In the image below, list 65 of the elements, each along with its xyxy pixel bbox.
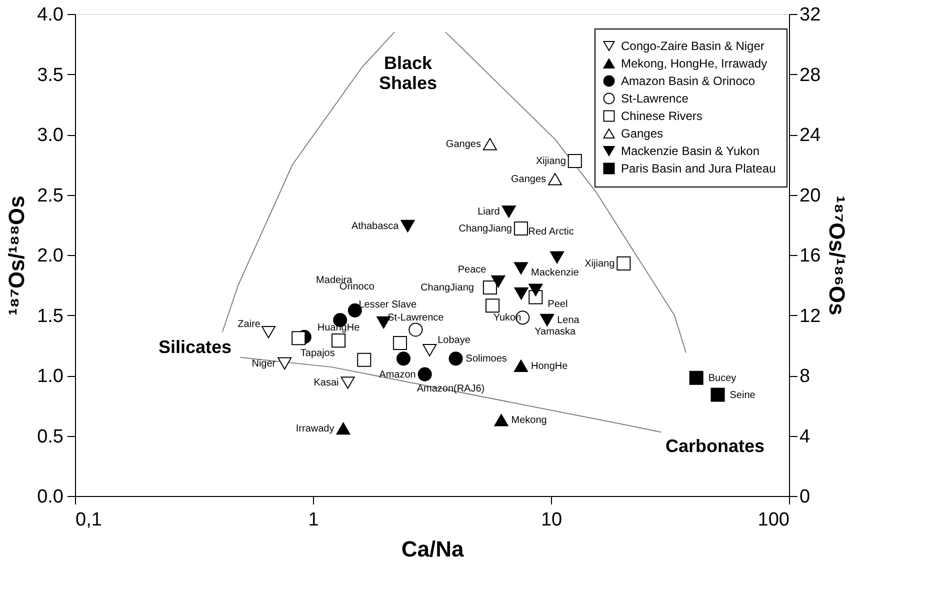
x-tick-label: 100: [758, 510, 790, 530]
y-tick-label: 0.5: [37, 426, 64, 448]
data-label: Xijiang: [584, 258, 615, 270]
x-tick-label: 0,1: [76, 510, 102, 530]
y-tick-label: 3.0: [37, 125, 64, 146]
data-label: Athabasca: [351, 221, 400, 232]
annotation: Carbonates: [665, 436, 765, 456]
y2-tick-label: 16: [800, 246, 821, 266]
legend-label: Ganges: [621, 126, 664, 140]
data-label: Lobaye: [438, 335, 471, 346]
data-label: Mackenzie: [530, 267, 580, 278]
data-label: Kasai: [314, 378, 339, 389]
data-label: Liard: [478, 206, 500, 218]
data-label: Niger: [252, 358, 276, 370]
y2-tick-label: 20: [800, 185, 821, 206]
data-label: Solimoes: [466, 354, 507, 365]
data-label: Ganges: [446, 139, 481, 150]
y-tick-label: 1.0: [37, 366, 64, 387]
y-tick-label: 4.0: [37, 4, 64, 26]
legend-label: Congo-Zaire Basin & Niger: [621, 39, 764, 53]
data-label: Peel: [548, 298, 568, 310]
x-tick-label: 10: [540, 510, 562, 530]
legend-label: Chinese Rivers: [621, 109, 702, 123]
data-label: Amazon(RAJ6): [416, 383, 485, 394]
y2-tick-label: 0: [800, 486, 810, 508]
data-label: Lena: [557, 315, 580, 326]
data-label: Yamaska: [534, 326, 576, 338]
data-label: Zaire: [238, 319, 261, 330]
y2-tick-label: 24: [800, 125, 822, 146]
x-axis-title: Ca/Na: [401, 536, 464, 562]
x-tick-label: 1: [308, 510, 319, 530]
data-label: Amazon: [379, 370, 416, 381]
data-label: Seine: [730, 390, 756, 401]
y2-tick-label: 12: [800, 306, 821, 327]
legend-label: Mekong, HongHe, Irrawady: [621, 56, 768, 70]
y-tick-label: 2.0: [37, 246, 64, 266]
data-label: HongHe: [530, 360, 568, 372]
annotation: Silicates: [158, 337, 232, 357]
data-label: Peace: [458, 264, 487, 276]
y2-tick-label: 4: [800, 426, 810, 448]
y2-tick-label: 8: [800, 366, 810, 387]
y-tick-label: 2.5: [37, 185, 64, 206]
annotation: Black Shales: [378, 53, 438, 93]
y2-axis-title: ¹⁸⁷Os/¹⁸⁶Os: [824, 196, 850, 316]
data-label: Red Arctic: [528, 226, 574, 238]
data-label: Tapajos: [300, 348, 335, 359]
legend-label: Amazon Basin & Orinoco: [621, 74, 756, 88]
y2-tick-label: 28: [800, 64, 821, 86]
legend-label: Mackenzie Basin & Yukon: [621, 144, 760, 158]
data-label: Lesser Slave: [358, 299, 417, 310]
legend-label: St-Lawrence: [621, 92, 689, 106]
data-label: Ganges: [511, 174, 546, 186]
y-tick-label: 3.5: [37, 64, 64, 86]
data-label: Mekong: [511, 415, 547, 426]
y-tick-label: 1.5: [37, 306, 64, 327]
data-label: Bucey: [708, 372, 736, 384]
legend-label: Paris Basin and Jura Plateau: [621, 162, 776, 176]
y2-tick-label: 32: [800, 4, 821, 26]
data-label: St-Lawrence: [388, 312, 444, 324]
y-tick-label: 0.0: [37, 486, 64, 508]
data-label: Xijiang: [536, 156, 566, 168]
data-label: ChangJiang: [420, 282, 474, 294]
y-axis-title: ¹⁸⁷Os/¹⁸⁸Os: [4, 196, 30, 316]
data-label: ChangJiang: [458, 223, 512, 234]
data-label: Irrawady: [296, 424, 334, 435]
